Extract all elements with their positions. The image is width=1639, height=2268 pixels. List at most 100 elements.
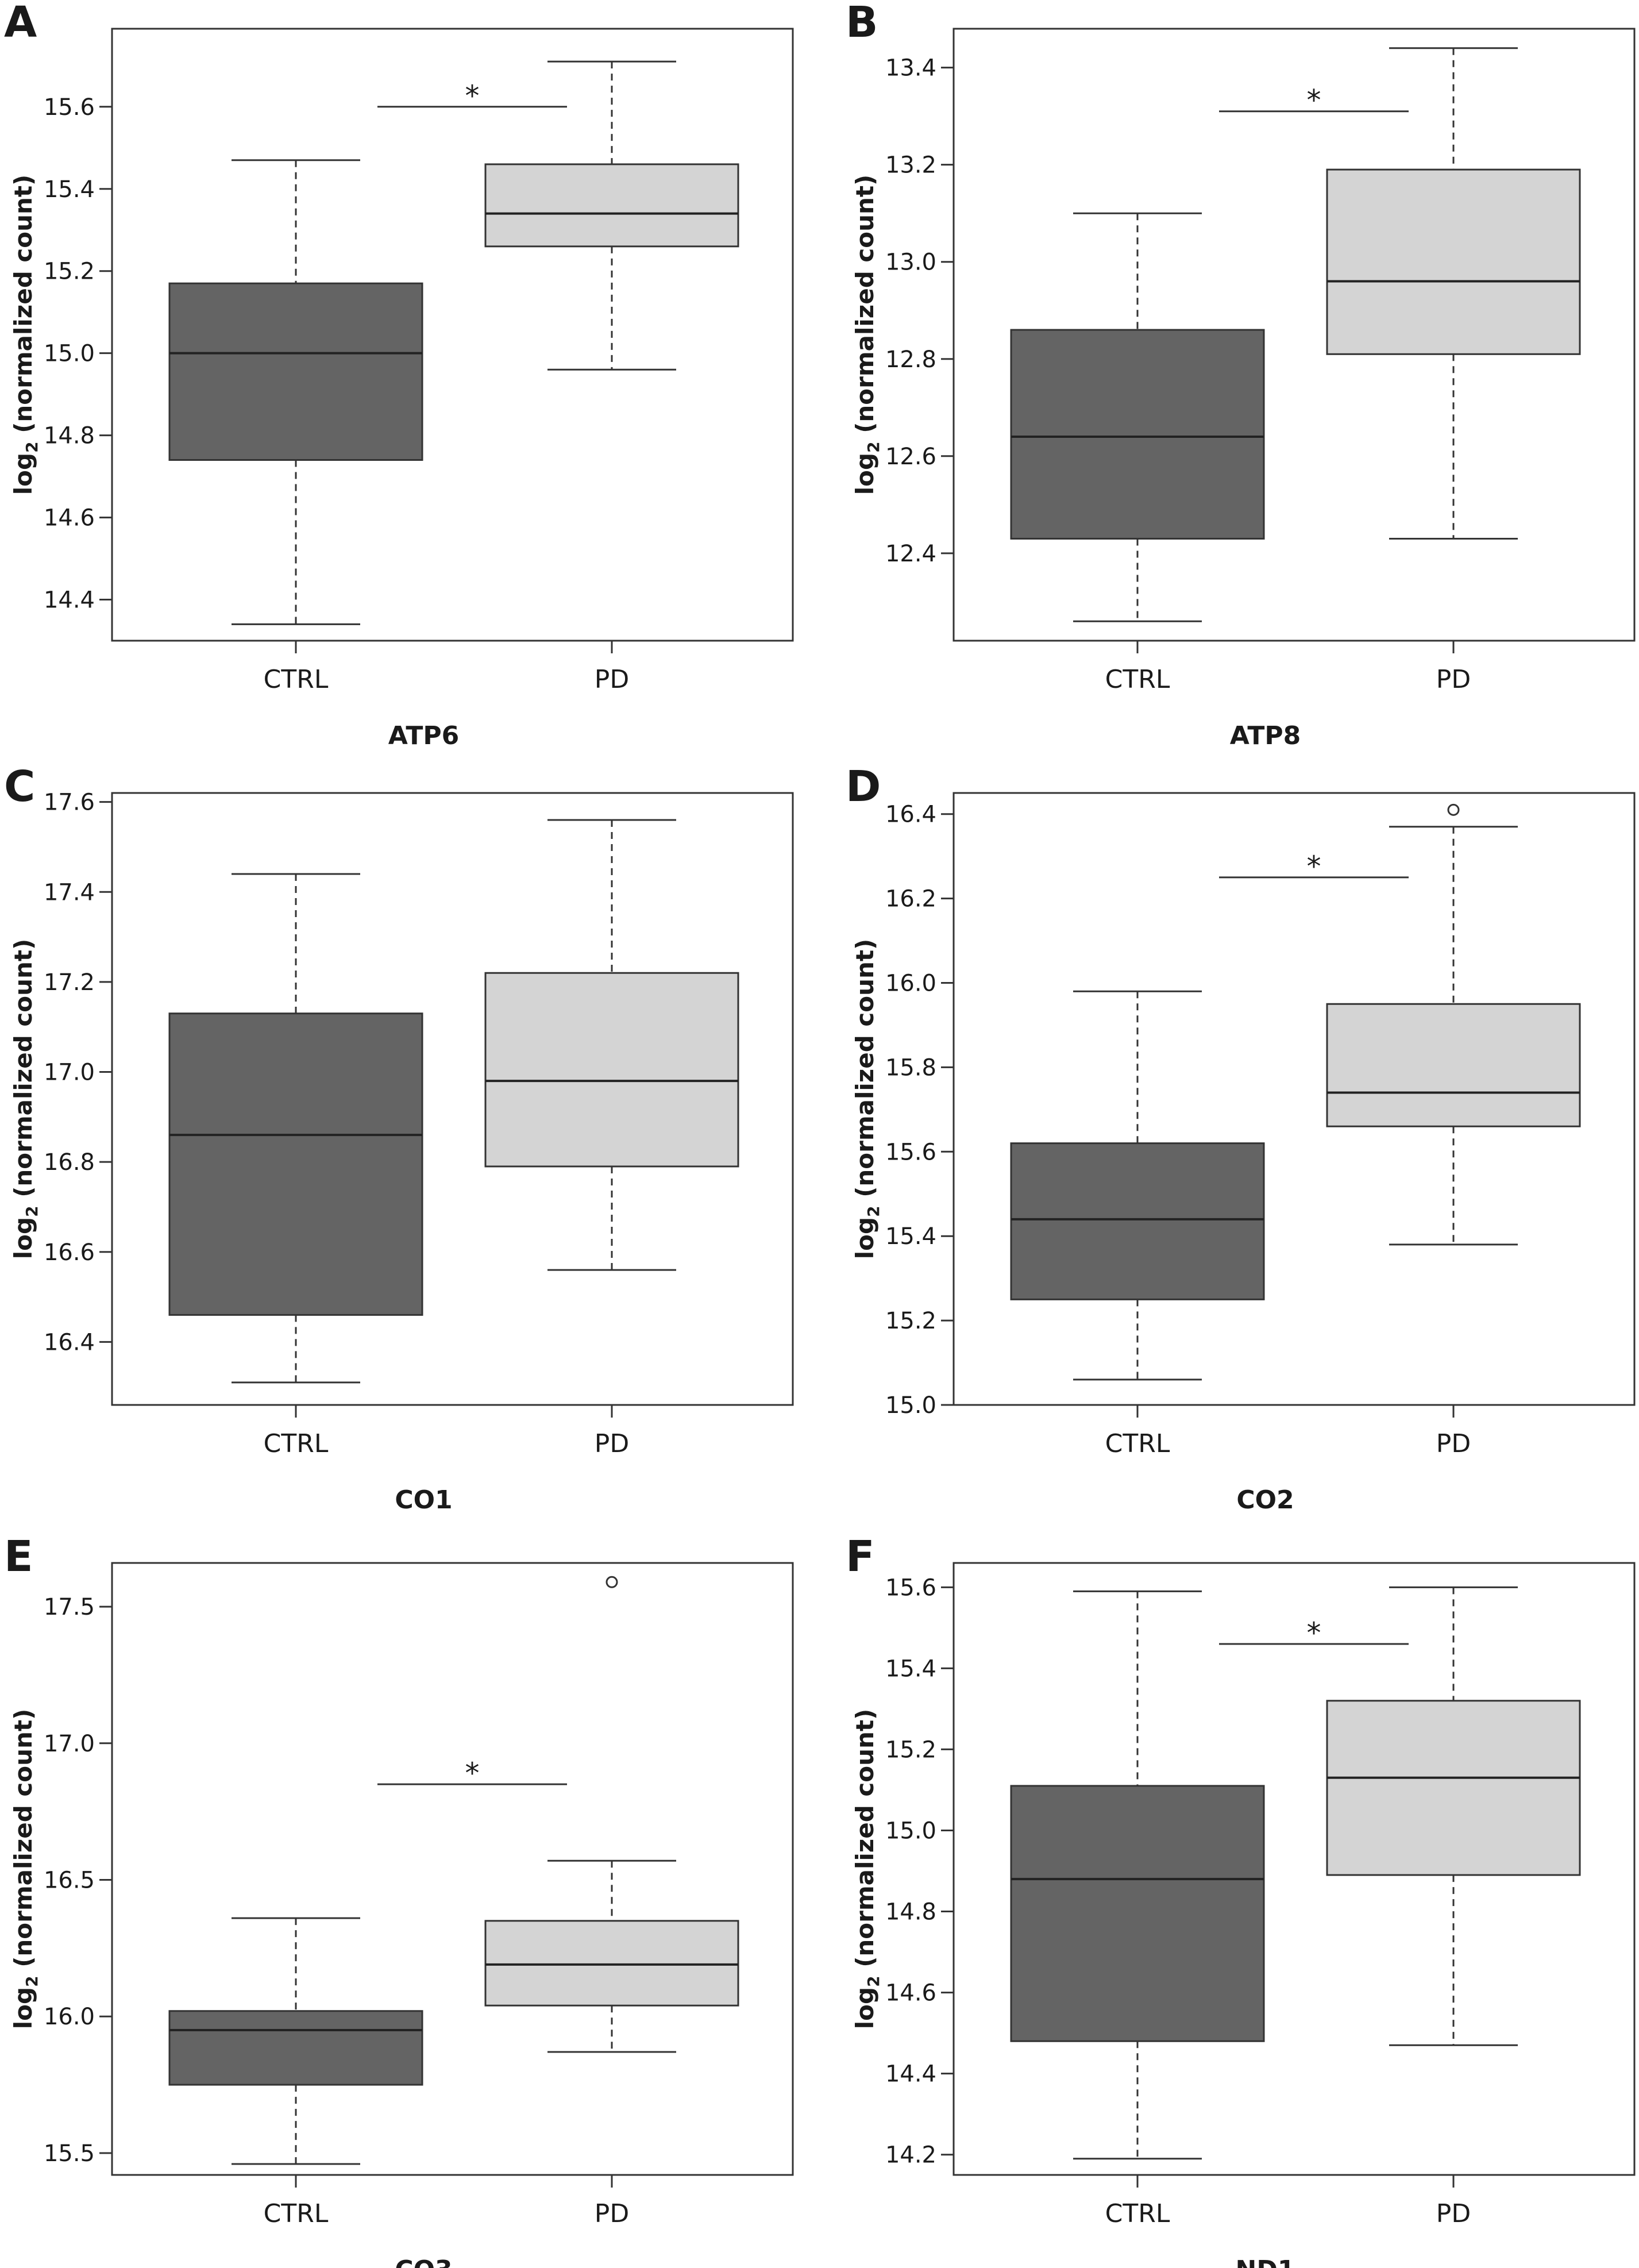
x-tick-label-pd: PD <box>1436 2199 1471 2228</box>
box-ctrl <box>168 873 423 1384</box>
iqr-box <box>484 163 739 248</box>
y-axis-title: log2 (normalized count) <box>851 939 883 1259</box>
y-tick-label: 14.4 <box>44 587 95 614</box>
significance-star: * <box>465 79 480 113</box>
significance-star: * <box>1307 850 1321 883</box>
y-tick-label: 15.6 <box>44 94 95 121</box>
x-tick-label-ctrl: CTRL <box>264 2199 329 2228</box>
y-tick-label: 16.0 <box>885 971 936 997</box>
y-tick-label: 15.0 <box>44 341 95 367</box>
y-tick-label: 16.6 <box>44 1239 95 1266</box>
iqr-box <box>484 1920 739 2007</box>
x-tick-label-pd: PD <box>595 665 629 694</box>
y-tick-label: 15.2 <box>44 259 95 285</box>
x-tick-label-ctrl: CTRL <box>1105 665 1170 694</box>
y-tick-label: 15.4 <box>885 1223 936 1250</box>
x-axis-title: ND1 <box>1236 2255 1295 2268</box>
x-axis-title: ATP8 <box>1230 721 1301 750</box>
panel-letter: B <box>846 0 878 47</box>
chart-panel-b: B 12.4 12.6 12.8 13.0 13.2 13.4 log2 (normalize… <box>846 0 1636 750</box>
plot-frame <box>111 1562 794 2176</box>
iqr-box <box>1010 1142 1265 1300</box>
x-tick-label-ctrl: CTRL <box>1105 2199 1170 2228</box>
panel-letter: D <box>846 762 881 811</box>
y-tick-label: 15.4 <box>44 176 95 203</box>
y-tick-label: 15.6 <box>885 1139 936 1165</box>
y-axis-title: log2 (normalized count) <box>851 175 883 495</box>
plot-frame <box>952 1562 1636 2176</box>
significance-star: * <box>1307 84 1321 117</box>
y-tick-label: 16.5 <box>44 1867 95 1894</box>
box-ctrl <box>1010 1590 1265 2160</box>
y-tick-label: 16.4 <box>885 802 936 828</box>
iqr-box <box>1326 1700 1581 1876</box>
x-tick-label-pd: PD <box>595 1429 629 1458</box>
box-pd <box>1326 1586 1581 2046</box>
x-axis-title: CO1 <box>395 1485 452 1515</box>
y-tick-label: 17.0 <box>44 1731 95 1757</box>
box-ctrl <box>1010 212 1265 622</box>
y-tick-label: 17.6 <box>44 790 95 816</box>
y-axis-title: log2 (normalized count) <box>851 1709 883 2029</box>
y-tick-label: 13.0 <box>885 249 936 276</box>
iqr-box <box>484 972 739 1168</box>
outlier-point <box>606 1576 618 1588</box>
y-tick-label: 17.4 <box>44 879 95 906</box>
y-tick-label: 14.6 <box>44 505 95 532</box>
y-tick-label: 13.2 <box>885 152 936 179</box>
y-tick-label: 16.4 <box>44 1329 95 1356</box>
panel-letter: A <box>4 0 37 47</box>
plot-frame <box>111 28 794 642</box>
y-tick-label: 16.2 <box>885 886 936 912</box>
x-tick-label-pd: PD <box>595 2199 629 2228</box>
x-axis-title: CO2 <box>1236 1485 1294 1515</box>
y-tick-label: 15.5 <box>44 2140 95 2167</box>
y-tick-label: 13.4 <box>885 55 936 82</box>
box-pd <box>484 819 739 1271</box>
x-tick-label-pd: PD <box>1436 1429 1471 1458</box>
y-axis-title: log2 (normalized count) <box>9 939 41 1259</box>
y-tick-label: 16.8 <box>44 1149 95 1176</box>
x-axis-title: CO3 <box>395 2255 452 2268</box>
iqr-box <box>1326 168 1581 355</box>
y-tick-label: 15.0 <box>885 1818 936 1844</box>
plot-frame <box>952 792 1636 1406</box>
plot-frame <box>952 28 1636 642</box>
y-tick-label: 15.4 <box>885 1655 936 1682</box>
x-tick-label-ctrl: CTRL <box>264 665 329 694</box>
x-tick-label-ctrl: CTRL <box>1105 1429 1170 1458</box>
y-tick-label: 12.8 <box>885 346 936 373</box>
iqr-box <box>168 1012 423 1316</box>
box-ctrl <box>168 159 423 625</box>
plot-frame <box>111 792 794 1406</box>
y-tick-label: 15.8 <box>885 1054 936 1081</box>
box-pd <box>484 1576 739 2053</box>
y-tick-label: 15.0 <box>885 1392 936 1419</box>
iqr-box <box>1326 1003 1581 1127</box>
y-tick-label: 12.6 <box>885 444 936 470</box>
y-tick-label: 14.6 <box>885 1980 936 2007</box>
iqr-box <box>1010 329 1265 540</box>
y-tick-label: 12.4 <box>885 541 936 567</box>
outlier-point <box>1447 803 1460 816</box>
y-axis-title: log2 (normalized count) <box>9 175 41 495</box>
y-tick-label: 15.2 <box>885 1736 936 1763</box>
chart-panel-f: F 14.2 14.4 14.6 14.8 15.0 15.2 15.4 15.6 log2 (n… <box>846 1532 1636 2268</box>
x-tick-label-ctrl: CTRL <box>264 1429 329 1458</box>
y-tick-label: 14.8 <box>44 423 95 449</box>
box-pd <box>1326 803 1581 1246</box>
y-tick-label: 17.5 <box>44 1594 95 1620</box>
iqr-box <box>168 282 423 461</box>
y-tick-label: 15.2 <box>885 1308 936 1334</box>
y-tick-label: 17.0 <box>44 1060 95 1086</box>
chart-panel-e: E 15.5 16.0 16.5 17.0 17.5 log2 (normalized co… <box>4 1532 794 2268</box>
iqr-box <box>168 2010 423 2086</box>
iqr-box <box>1010 1785 1265 2042</box>
box-ctrl <box>1010 990 1265 1381</box>
y-tick-label: 15.6 <box>885 1574 936 1601</box>
y-tick-label: 16.0 <box>44 2004 95 2030</box>
box-ctrl <box>168 1917 423 2165</box>
y-tick-label: 14.8 <box>885 1899 936 1926</box>
y-tick-label: 17.2 <box>44 969 95 996</box>
